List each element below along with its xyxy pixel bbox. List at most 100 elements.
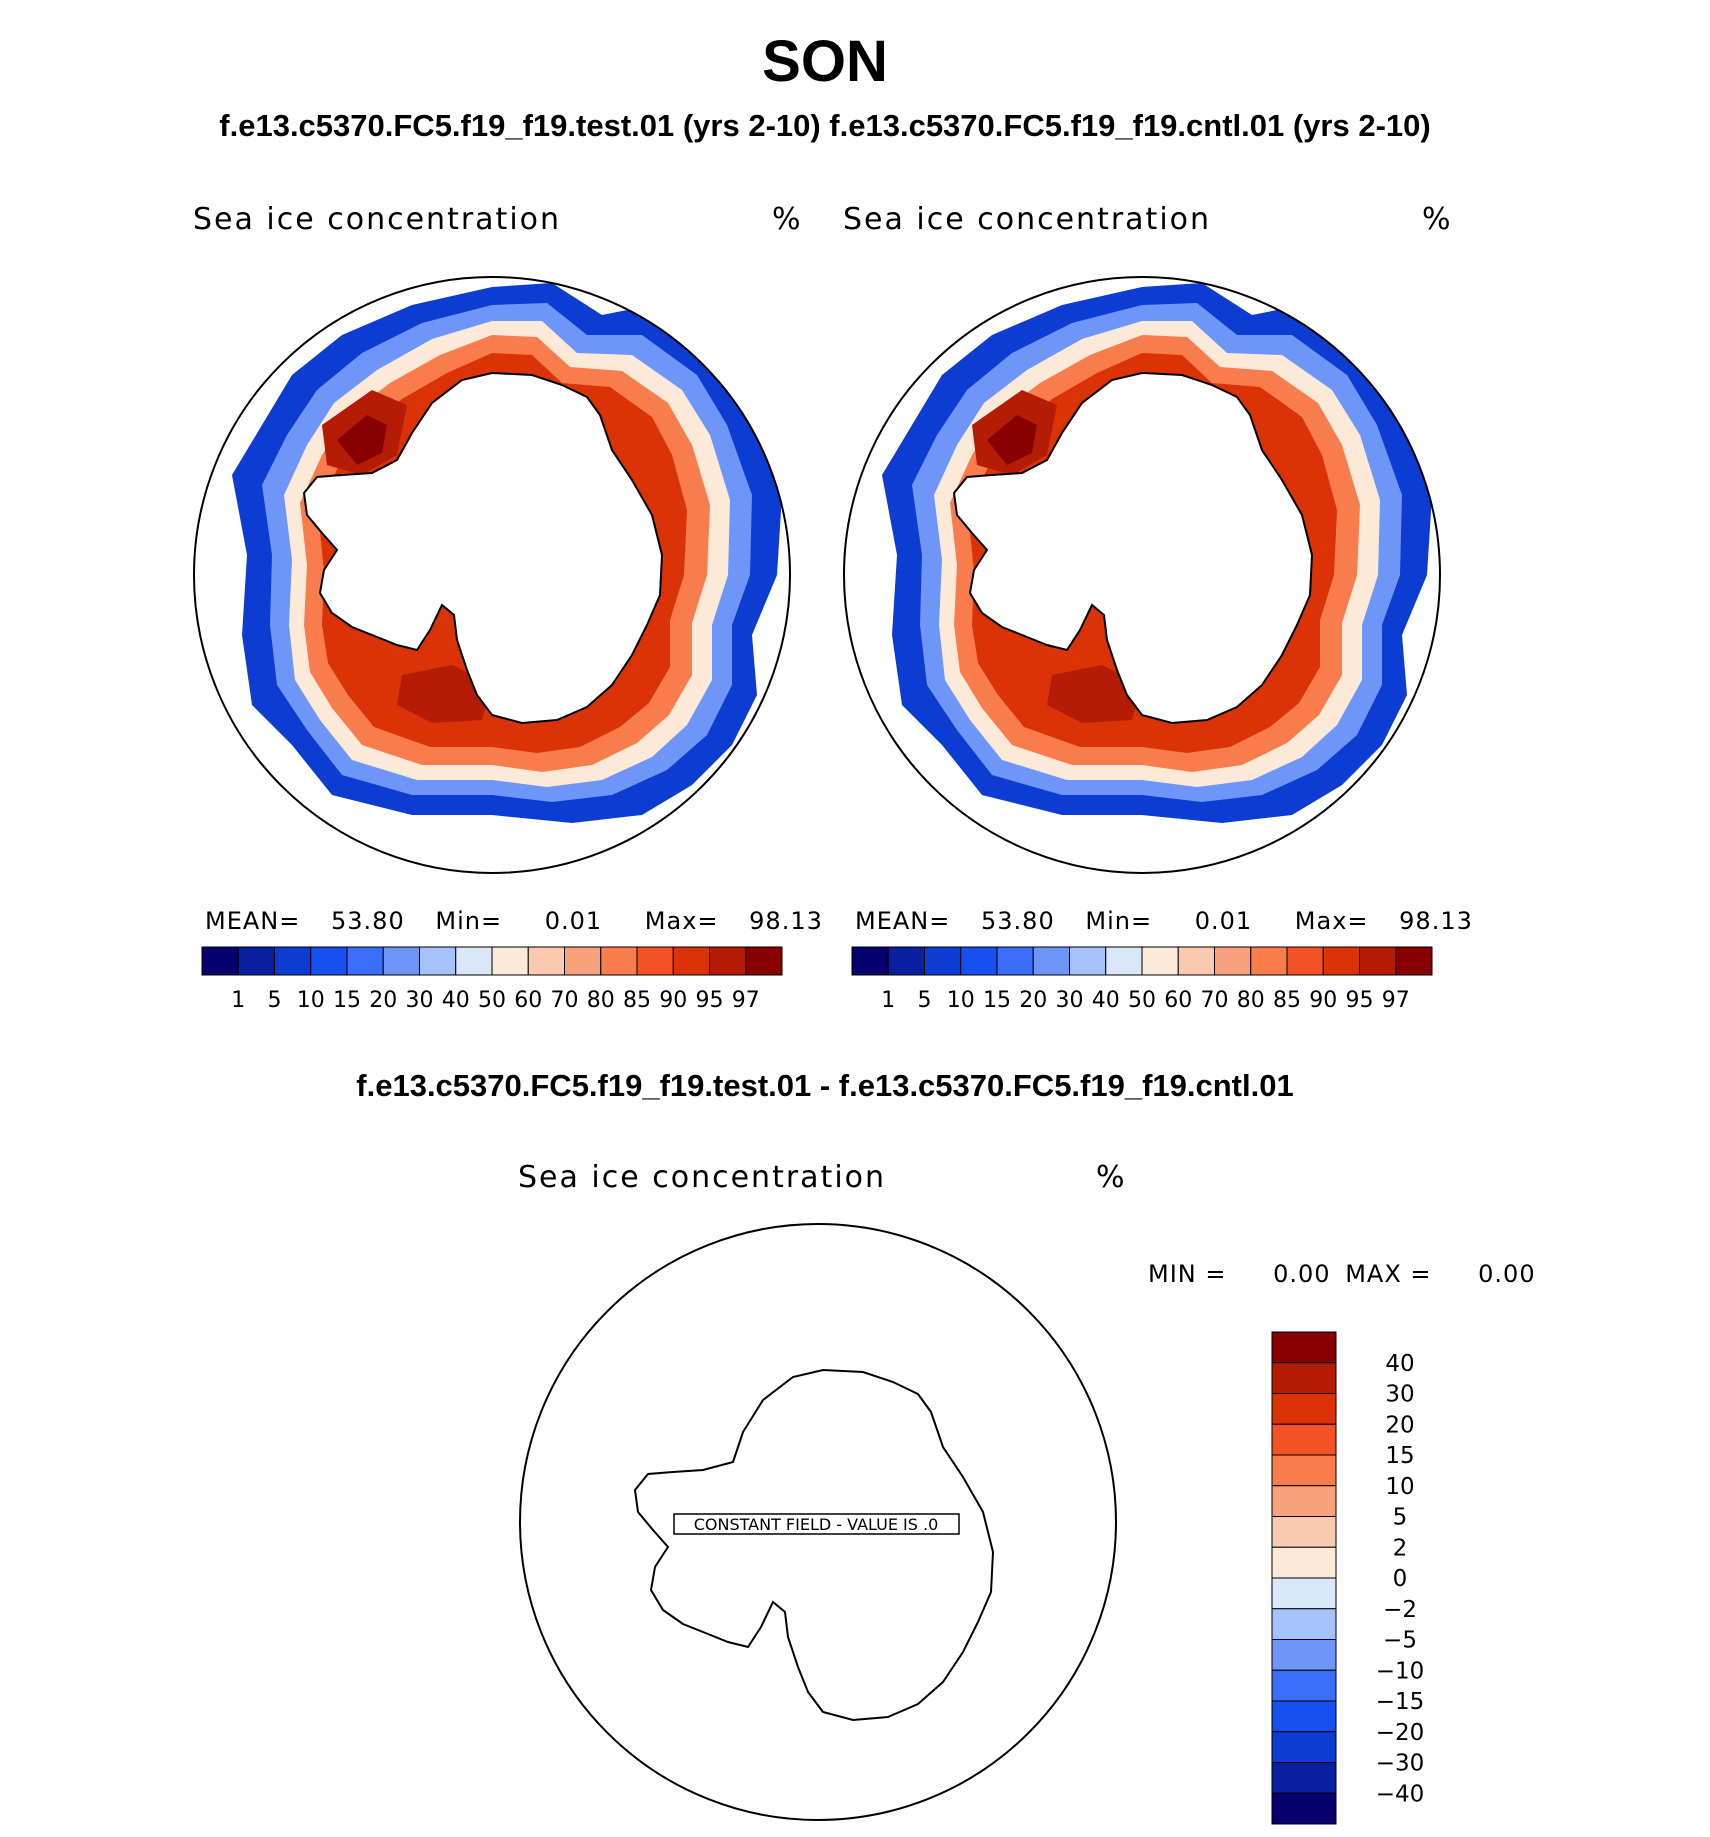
colorbar-swatch [600,946,638,976]
diff-colorbar-tick-label: −2 [1383,1597,1417,1623]
diff-colorbar-tick-label: 40 [1385,1351,1414,1377]
colorbar-tick-label: 90 [659,988,687,1013]
colorbar-swatch [455,946,493,976]
colorbar-tick-label: 95 [696,988,724,1013]
colorbar-tick-label: 60 [514,988,542,1013]
colorbar-swatch [1141,946,1179,976]
colorbar-swatch [1177,946,1215,976]
diff-colorbar-swatch [1271,1700,1337,1733]
colorbar-tick-label: 97 [732,988,760,1013]
diff-colorbar-swatch [1271,1792,1337,1825]
panel2-mean-value: 53.80 [981,907,1055,935]
constant-field-note: CONSTANT FIELD - VALUE IS .0 [694,1515,939,1534]
ice-core-2 [337,415,387,465]
panel1-stats: MEAN= 53.80 Min= 0.01 Max= 98.13 [205,907,823,935]
colorbar-swatch [564,946,602,976]
diff-max-label: MAX = [1345,1260,1432,1288]
panel2-max-value: 98.13 [1399,907,1473,935]
colorbar-swatch [346,946,384,976]
diff-colorbar-swatch [1271,1454,1337,1487]
map-panel-difference: CONSTANT FIELD - VALUE IS .0 [519,1223,1117,1821]
panel1-units-label: % [772,202,803,237]
colorbar-tick-label: 70 [551,988,579,1013]
colorbar-tick-label: 30 [1056,988,1084,1013]
colorbar-swatch [960,946,998,976]
panel1-max-value: 98.13 [749,907,823,935]
colorbar-tick-label: 85 [623,988,651,1013]
constant-field-box [673,1513,960,1535]
panel1-variable-label: Sea ice concentration [193,202,562,237]
panel2-units-label: % [1422,202,1453,237]
colorbar-swatch [419,946,457,976]
diff-colorbar-tick-label: −5 [1383,1628,1417,1654]
difference-title: f.e13.c5370.FC5.f19_f19.test.01 - f.e13.… [356,1068,1294,1103]
colorbar-swatch [1069,946,1107,976]
diff-colorbar-swatch [1271,1546,1337,1579]
colorbar-swatch [310,946,348,976]
colorbar-swatch [201,946,239,976]
antarctica-outline-1 [302,371,664,725]
colorbar-tick-label: 85 [1273,988,1301,1013]
diff-colorbar-tick-label: 15 [1385,1443,1414,1469]
colorbar-swatch [1359,946,1397,976]
diff-min-label: MIN = [1148,1260,1227,1288]
diff-max-value: 0.00 [1478,1260,1536,1288]
colorbar-swatch [672,946,710,976]
panel1-min-label: Min= [435,907,503,935]
colorbar-swatch [636,946,674,976]
map-boundary-1 [193,276,791,874]
colorbar-swatch [1250,946,1288,976]
diff-colorbar-swatch [1271,1393,1337,1425]
colorbar-swatch [237,946,275,976]
diff-colorbar-swatch [1271,1362,1337,1394]
map-boundary-2 [843,276,1441,874]
panel2-variable-label: Sea ice concentration [843,202,1212,237]
colorbar-tick-label: 5 [268,988,282,1013]
diff-colorbar-tick-label: −20 [1376,1720,1425,1746]
colorbar-swatch [1395,946,1433,976]
colorbar-tick-label: 20 [1019,988,1047,1013]
diff-colorbar-swatch [1271,1485,1337,1517]
panel2-min-value: 0.01 [1194,907,1253,935]
colorbar-tick-label: 10 [947,988,975,1013]
ice-core-2 [987,415,1037,465]
colorbar-swatch [924,946,962,976]
diff-colorbar-swatch [1271,1669,1337,1702]
colorbar-tick-label: 30 [406,988,434,1013]
diff-units-label: % [1096,1160,1127,1195]
colorbar-tick-label: 97 [1382,988,1410,1013]
diff-variable-label: Sea ice concentration [518,1160,887,1195]
antarctica-outline-3 [633,1368,995,1722]
colorbar-swatch [491,946,529,976]
colorbar-tick-label: 1 [881,988,895,1013]
diff-colorbar-swatch [1271,1762,1337,1794]
colorbar-tick-label: 80 [587,988,615,1013]
diff-colorbar-swatch [1271,1577,1337,1610]
map-panel-test [193,276,791,874]
colorbar-swatch [996,946,1034,976]
diff-colorbar-tick-label: 30 [1385,1382,1414,1408]
page-title: SON [762,29,888,94]
diff-colorbar-swatch [1271,1516,1337,1548]
colorbar-swatch [1032,946,1070,976]
diff-colorbar-tick-label: −30 [1376,1751,1425,1777]
panel1-mean-label: MEAN= [205,907,301,935]
colorbar-swatch [382,946,420,976]
colorbar-swatch [709,946,747,976]
colorbar-swatch [1286,946,1324,976]
colorbar-tick-label: 5 [918,988,932,1013]
diff-colorbar-tick-label: −15 [1376,1689,1425,1715]
colorbar-tick-label: 40 [442,988,470,1013]
colorbar-swatch [1322,946,1360,976]
diff-colorbar-tick-label: −10 [1376,1658,1425,1684]
colorbar-swatch [274,946,312,976]
colorbar-tick-label: 1 [231,988,245,1013]
antarctica-outline-2 [952,371,1314,725]
ice-core-3 [397,665,492,723]
panel2-stats: MEAN= 53.80 Min= 0.01 Max= 98.13 [855,907,1473,935]
colorbar-tick-label: 90 [1309,988,1337,1013]
diff-colorbar-swatch [1271,1731,1337,1763]
colorbar-control: 1 5 10 15 20 30 40 50 60 70 80 85 90 95 97 [851,946,1433,1013]
diff-colorbar-swatch [1271,1331,1337,1364]
